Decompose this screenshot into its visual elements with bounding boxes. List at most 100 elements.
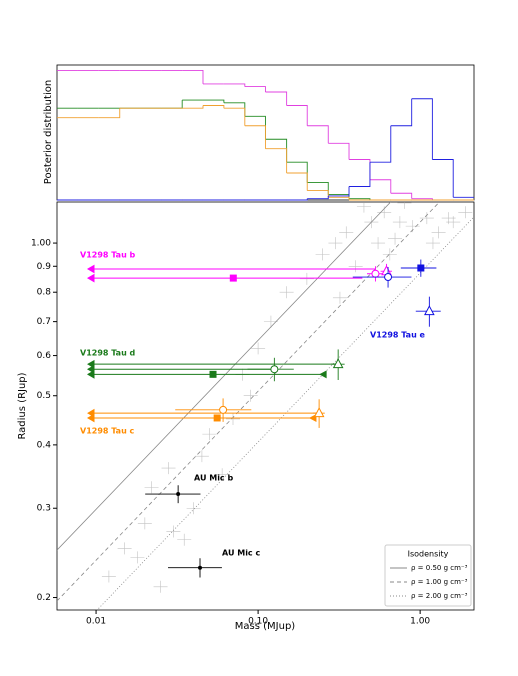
plot-area [57, 202, 474, 610]
background-planet [299, 272, 314, 285]
histogram-step [286, 172, 308, 191]
y-tick-label: 0.2 [37, 593, 51, 603]
histogram-step [161, 100, 183, 109]
background-planet [356, 202, 371, 213]
planet-label: V1298 Tau b [80, 251, 136, 260]
upper-limit [87, 413, 313, 423]
histogram-step [286, 198, 308, 201]
x-tick-label: 1.00 [410, 617, 430, 627]
marker-square [213, 414, 221, 422]
marker-dot [176, 492, 181, 497]
upper-limit [87, 273, 363, 283]
background-planet [186, 502, 201, 515]
background-planet [161, 462, 176, 475]
marker-triangle [332, 358, 344, 369]
background-planet [117, 542, 132, 555]
background-planet [339, 226, 354, 239]
background-planet [315, 248, 330, 261]
marker-triangle [313, 407, 325, 418]
y-tick-label: 0.8 [37, 288, 52, 298]
histogram-step [369, 125, 392, 163]
isodensity-line [57, 202, 392, 551]
background-planet [130, 551, 145, 564]
background-planet [202, 428, 217, 441]
marker-square [209, 370, 217, 378]
background-planet [279, 286, 294, 299]
histogram-step [307, 182, 329, 195]
y-tick-label: 0.5 [37, 391, 51, 401]
upper-limit [87, 359, 340, 369]
background-planet [137, 517, 152, 530]
histogram-step [328, 194, 350, 199]
marker-square [229, 274, 237, 282]
background-planet [243, 389, 258, 402]
background-planet [226, 412, 240, 425]
marker-square [417, 264, 425, 272]
y-tick-label: 1.00 [31, 239, 51, 249]
marker-circle [371, 269, 380, 278]
histogram-step [286, 161, 308, 183]
background-planet [328, 237, 343, 250]
legend-label: ρ = 0.50 g cm⁻³ [411, 564, 468, 572]
legend-label: ρ = 2.00 g cm⁻³ [411, 592, 468, 600]
histogram-step [369, 179, 392, 194]
histogram-step [411, 98, 433, 160]
upper-limit [87, 369, 324, 379]
x-label: Mass (MJup) [235, 621, 296, 632]
background-planet [371, 237, 386, 250]
background-planet [166, 525, 181, 538]
x-tick-label: 0.10 [248, 617, 268, 627]
histogram-step [265, 138, 288, 163]
y-label: Radius (RJup) [17, 372, 28, 439]
histogram-step [202, 105, 225, 109]
histogram-step [98, 108, 121, 119]
background-planet [153, 580, 168, 593]
background-planet [458, 206, 473, 219]
histogram-step [328, 196, 350, 200]
histogram-step [223, 107, 246, 126]
histogram-step [223, 83, 246, 87]
background-planet [419, 212, 434, 225]
histogram-step [265, 91, 288, 106]
histogram-step [202, 99, 225, 103]
background-planet [431, 226, 446, 239]
background-planet [397, 202, 412, 209]
background-planet [144, 481, 159, 494]
marker-dot [198, 565, 203, 570]
planet-label: V1298 Tau e [370, 331, 426, 340]
bottom-frame [56, 201, 475, 611]
marker-circle [219, 405, 228, 414]
background-planet [441, 212, 456, 225]
histogram-step [328, 186, 350, 197]
planet-label: V1298 Tau d [80, 349, 136, 358]
histogram-step [349, 159, 371, 180]
histogram-step [307, 125, 329, 144]
marker-left-triangle [319, 370, 327, 379]
legend-title: Isodensity [408, 550, 449, 559]
planet-label: AU Mic b [194, 474, 233, 483]
background-planet [425, 237, 440, 250]
histogram-step [390, 192, 413, 199]
histogram-step [286, 105, 308, 126]
upper-limit [87, 264, 376, 274]
y-tick-label: 0.7 [37, 317, 51, 327]
top-y-label: Posterior distribution [43, 80, 54, 184]
background-planet [388, 232, 403, 245]
background-planet [177, 533, 192, 546]
histogram-step [328, 142, 350, 160]
marker-circle [384, 273, 393, 282]
histogram-step [244, 115, 266, 140]
x-tick-label: 0.01 [86, 617, 106, 627]
marker-circle [270, 365, 279, 374]
planet-label: V1298 Tau c [80, 427, 135, 436]
background-planet [382, 248, 397, 261]
background-planet [332, 291, 347, 304]
background-planet [251, 342, 266, 355]
isodensity-line [57, 202, 440, 602]
histogram-step [244, 86, 266, 92]
histogram-step [182, 69, 204, 84]
histogram-step [390, 98, 413, 127]
legend-label: ρ = 1.00 g cm⁻³ [411, 578, 468, 586]
background-planet [392, 216, 407, 229]
